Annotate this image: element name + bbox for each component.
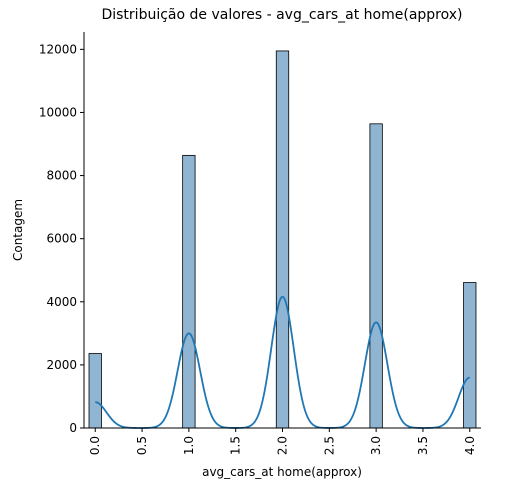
x-tick-label-7: 3.5 [416, 436, 430, 455]
bar-4 [463, 282, 477, 429]
y-tick-label-0: 0 [69, 421, 77, 435]
bar-0 [88, 353, 102, 429]
y-tick-label-4: 8000 [46, 169, 77, 183]
bar-2 [275, 50, 290, 429]
x-tick-label-6: 3.0 [369, 436, 383, 455]
x-tick-label-4: 2.0 [276, 436, 290, 455]
bar-1 [182, 154, 196, 429]
x-tick-label-8: 4.0 [463, 436, 477, 455]
x-axis-title: avg_cars_at home(approx) [202, 465, 362, 479]
y-tick-label-3: 6000 [46, 232, 77, 246]
x-ticks: 0.0 0.5 1.0 1.5 2.0 2.5 3.0 3.5 4.0 [88, 428, 477, 455]
bar-3 [369, 123, 383, 429]
x-tick-label-2: 1.0 [182, 436, 196, 455]
kde-line [95, 295, 470, 429]
y-tick-label-1: 2000 [46, 358, 77, 372]
y-tick-label-5: 10000 [39, 105, 77, 119]
x-tick-label-0: 0.0 [88, 436, 102, 455]
x-tick-label-5: 2.5 [322, 436, 336, 455]
chart-title: Distribuição de valores - avg_cars_at ho… [101, 7, 462, 23]
x-tick-label-3: 1.5 [229, 436, 243, 455]
y-axis-title: Contagem [11, 199, 25, 261]
y-ticks: 0 2000 4000 6000 8000 10000 12000 [39, 42, 84, 435]
x-tick-label-1: 0.5 [135, 436, 149, 455]
y-tick-label-2: 4000 [46, 295, 77, 309]
y-tick-label-6: 12000 [39, 42, 77, 56]
histogram-bars [88, 50, 477, 429]
